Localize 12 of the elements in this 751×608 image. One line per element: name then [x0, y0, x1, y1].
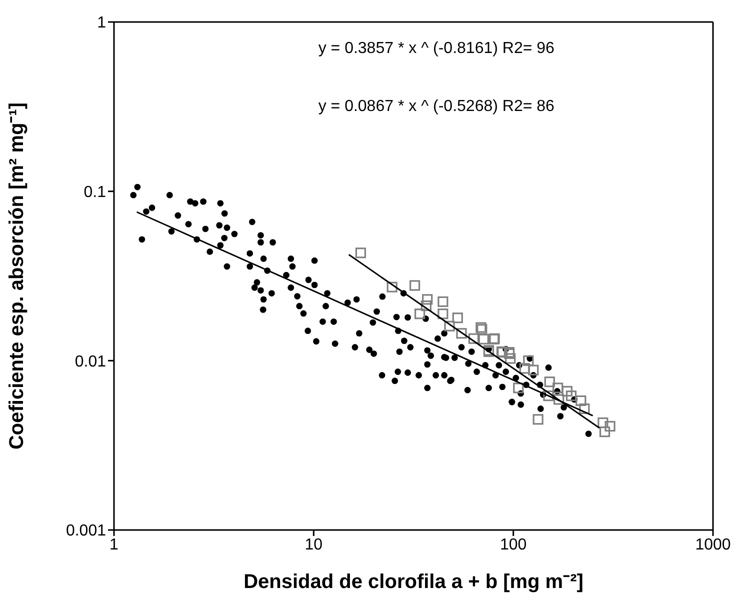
y-tick-label: 0.001	[66, 522, 106, 540]
annotation: y = 0.3857 * x ^ (-0.8161) R2= 96	[318, 40, 554, 58]
annotation: y = 0.0867 * x ^ (-0.5268) R2= 86	[318, 98, 554, 116]
y-tick-label: 0.01	[74, 353, 106, 370]
x-tick-label: 10	[304, 536, 323, 554]
x-tick-label: 1000	[695, 536, 731, 554]
x-tick-label: 100	[500, 536, 527, 554]
x-tick-label: 1	[110, 536, 119, 554]
y-axis-title: Coeficiente esp. absorción [m² mg⁻¹]	[6, 102, 28, 450]
y-tick-label: 0.1	[84, 184, 106, 202]
x-axis-title: Densidad de clorofila a + b [mg m⁻²]	[244, 571, 584, 593]
y-tick-label: 1	[97, 14, 106, 32]
